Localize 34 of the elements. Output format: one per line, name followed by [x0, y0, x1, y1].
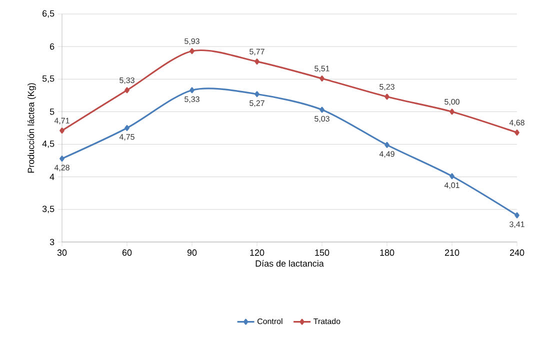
point	[124, 87, 130, 94]
y-tick-label: 4,5	[42, 140, 54, 148]
y-axis-title: Producción láctea (Kg)	[27, 83, 36, 173]
point	[254, 91, 260, 98]
x-tick-label: 120	[250, 249, 264, 256]
x-tick-label: 150	[315, 249, 330, 256]
x-tick-label: 210	[444, 249, 460, 256]
x-tick-label: 60	[122, 249, 132, 256]
point	[60, 156, 64, 162]
point	[60, 128, 64, 134]
point	[320, 106, 324, 113]
x-tick-label: 30	[57, 249, 67, 256]
point	[514, 212, 520, 218]
point	[384, 142, 390, 148]
y-tick-label: 6,5	[42, 10, 54, 18]
point	[190, 48, 194, 54]
point	[254, 58, 260, 65]
x-tick-label: 90	[187, 249, 197, 256]
x-tick-label: 180	[380, 249, 394, 256]
point	[450, 173, 454, 180]
y-tick-label: 4	[50, 174, 54, 180]
y-tick-label: 5	[50, 108, 54, 115]
point	[514, 130, 520, 136]
point	[190, 87, 194, 94]
point	[384, 94, 390, 100]
y-tick-label: 6	[50, 43, 54, 50]
x-tick-label: 240	[510, 249, 524, 256]
point	[450, 108, 454, 115]
y-tick-label: 3,5	[42, 206, 54, 214]
y-tick-label: 3	[50, 238, 54, 246]
x-axis-title: Días de lactancia	[256, 260, 324, 267]
point	[124, 125, 130, 131]
point	[320, 75, 324, 82]
y-tick-label: 5,5	[42, 75, 54, 83]
